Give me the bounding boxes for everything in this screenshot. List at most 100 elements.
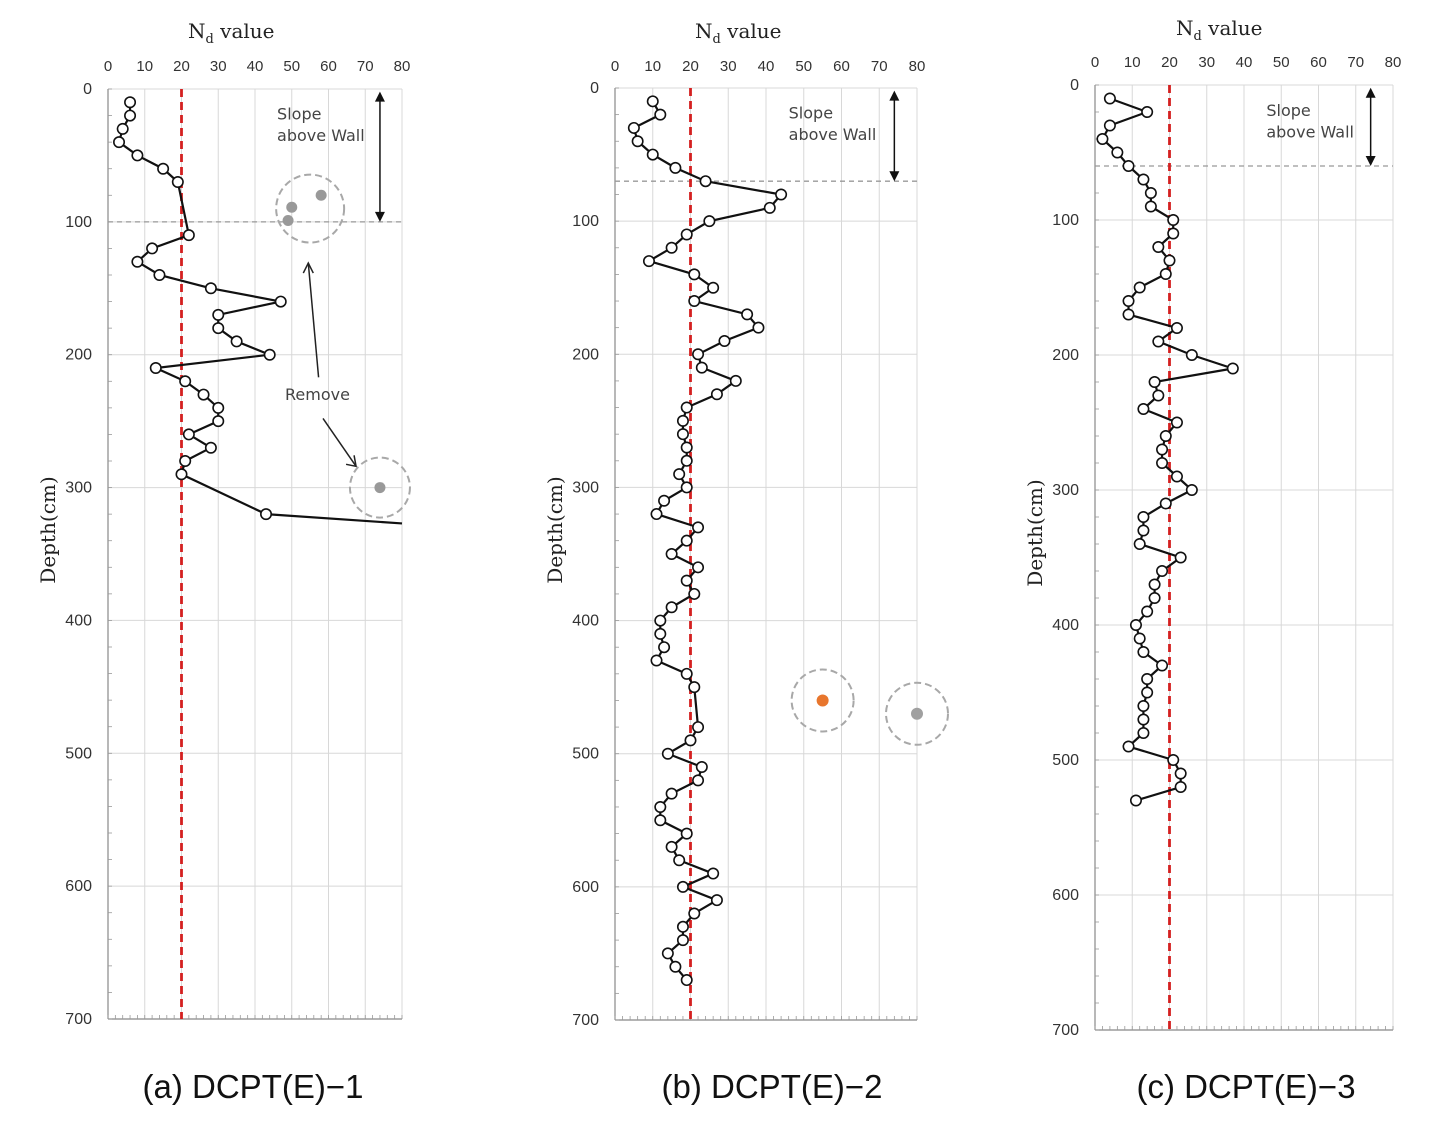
x-tick-label: 80 bbox=[909, 58, 926, 75]
data-point bbox=[212, 415, 225, 428]
data-point bbox=[729, 374, 742, 387]
data-point bbox=[692, 774, 705, 787]
x-tick-label: 10 bbox=[644, 58, 661, 75]
data-point bbox=[646, 95, 659, 108]
data-point bbox=[665, 787, 678, 800]
remove-arrow-2 bbox=[322, 418, 357, 467]
data-point bbox=[182, 428, 195, 441]
data-point bbox=[1141, 106, 1154, 119]
data-point bbox=[654, 108, 667, 121]
data-point bbox=[763, 201, 776, 214]
slope-label-line-2: above Wall bbox=[789, 125, 877, 144]
x-tick-label: 40 bbox=[247, 58, 264, 75]
data-point bbox=[710, 894, 723, 907]
data-point bbox=[654, 814, 667, 827]
data-point bbox=[175, 468, 188, 481]
y-axis-label: Depth(cm) bbox=[36, 476, 60, 583]
remove-arrow-2-head bbox=[345, 455, 357, 468]
data-point bbox=[1103, 119, 1116, 132]
data-point bbox=[131, 255, 144, 268]
profile-line bbox=[117, 102, 403, 525]
data-point bbox=[627, 121, 640, 134]
data-point bbox=[274, 295, 287, 308]
y-tick-label: 500 bbox=[65, 745, 92, 762]
x-axis-label: Nd value bbox=[695, 19, 782, 47]
x-tick-label: 10 bbox=[136, 58, 153, 75]
data-point bbox=[707, 281, 720, 294]
data-point bbox=[1174, 780, 1187, 793]
data-point bbox=[699, 175, 712, 188]
data-point bbox=[695, 361, 708, 374]
data-point bbox=[631, 135, 644, 148]
y-tick-label: 700 bbox=[1052, 1022, 1079, 1039]
data-point bbox=[1141, 686, 1154, 699]
x-tick-label: 70 bbox=[357, 58, 374, 75]
data-point bbox=[1167, 214, 1180, 227]
data-point bbox=[741, 308, 754, 321]
data-point bbox=[197, 388, 210, 401]
removed-point-ring bbox=[885, 681, 949, 746]
data-point bbox=[1159, 267, 1172, 280]
removed-data-point bbox=[816, 694, 829, 707]
data-point bbox=[157, 162, 170, 175]
x-tick-label: 0 bbox=[104, 58, 112, 75]
x-tick-label: 60 bbox=[1310, 54, 1327, 71]
data-point bbox=[680, 534, 693, 547]
data-point bbox=[661, 747, 674, 760]
removed-point-ring bbox=[790, 668, 855, 733]
data-point bbox=[650, 654, 663, 667]
panel-caption: (c) DCPT(E)−3 bbox=[1136, 1068, 1355, 1105]
x-axis-label-rest: value bbox=[721, 19, 782, 43]
data-point bbox=[676, 414, 689, 427]
removed-point-ring bbox=[348, 456, 411, 519]
x-tick-label: 40 bbox=[758, 58, 775, 75]
data-point bbox=[665, 840, 678, 853]
data-point bbox=[1159, 429, 1172, 442]
x-tick-label: 20 bbox=[682, 58, 699, 75]
slope-label-line-1: Slope bbox=[789, 104, 833, 123]
remove-arrow-1 bbox=[307, 262, 320, 378]
x-tick-label: 50 bbox=[283, 58, 300, 75]
data-point bbox=[650, 508, 663, 521]
x-tick-label: 0 bbox=[1091, 54, 1099, 71]
x-axis-label-rest: value bbox=[1202, 16, 1263, 40]
data-point bbox=[676, 428, 689, 441]
slope-arrow-head-top bbox=[889, 90, 900, 101]
x-axis-label: Nd value bbox=[1176, 16, 1263, 44]
data-point bbox=[1122, 294, 1135, 307]
data-point bbox=[688, 295, 701, 308]
data-point bbox=[171, 176, 184, 189]
data-point bbox=[646, 148, 659, 161]
data-point bbox=[688, 681, 701, 694]
x-tick-label: 30 bbox=[1198, 54, 1215, 71]
data-point bbox=[680, 974, 693, 987]
data-point bbox=[182, 229, 195, 242]
data-point bbox=[1152, 335, 1165, 348]
data-point bbox=[752, 321, 765, 334]
data-point bbox=[1141, 605, 1154, 618]
remove-arrow-1-head bbox=[302, 261, 314, 274]
x-tick-label: 80 bbox=[1385, 54, 1402, 71]
data-point bbox=[1137, 713, 1150, 726]
x-tick-label: 0 bbox=[611, 58, 619, 75]
data-point bbox=[153, 268, 166, 281]
data-point bbox=[680, 441, 693, 454]
data-point bbox=[1122, 308, 1135, 321]
data-point bbox=[204, 282, 217, 295]
profile-line bbox=[632, 100, 784, 981]
data-point bbox=[124, 96, 137, 109]
data-point bbox=[658, 494, 671, 507]
x-tick-label: 30 bbox=[720, 58, 737, 75]
data-point bbox=[1156, 659, 1169, 672]
data-point bbox=[1096, 133, 1109, 146]
data-point bbox=[669, 960, 682, 973]
y-tick-label: 600 bbox=[572, 879, 599, 896]
data-point bbox=[263, 348, 276, 361]
data-point bbox=[1152, 241, 1165, 254]
chart-panel-3: 0 10 20 30 40 50 60 70 80 0 100 200 300 400 500 600 700 N… bbox=[1023, 16, 1401, 1105]
x-tick-label: 60 bbox=[320, 58, 337, 75]
data-point bbox=[1156, 564, 1169, 577]
data-point bbox=[775, 188, 788, 201]
data-point bbox=[1137, 524, 1150, 537]
x-tick-label: 30 bbox=[210, 58, 227, 75]
